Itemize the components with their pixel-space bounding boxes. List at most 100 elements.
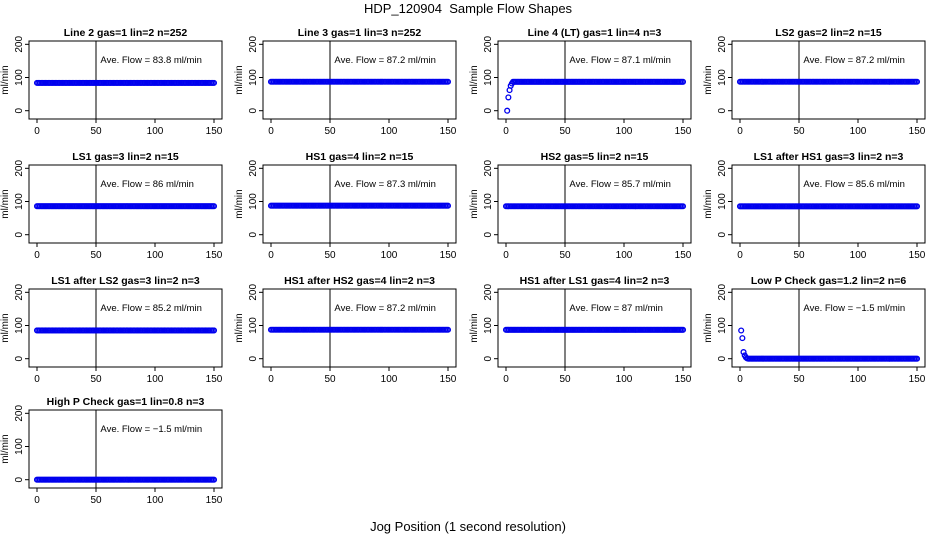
average-flow-annotation: Ave. Flow = 87.2 ml/min: [334, 303, 435, 314]
y-tick-label: 200: [483, 160, 494, 177]
y-axis-label: ml/min: [0, 189, 11, 218]
data-point: [444, 78, 452, 85]
x-tick-label: 150: [440, 250, 457, 261]
x-tick-label: 50: [324, 126, 336, 137]
plot-frame: [28, 288, 223, 368]
x-tick-label: 50: [324, 250, 336, 261]
x-tick-label: 100: [616, 250, 633, 261]
panel-title: HS1 gas=4 lin=2 n=15: [306, 151, 414, 163]
x-tick-label: 0: [503, 374, 509, 385]
average-flow-annotation: Ave. Flow = −1.5 ml/min: [100, 424, 202, 435]
x-tick-label: 0: [503, 250, 509, 261]
x-tick-label: 0: [34, 250, 40, 261]
plot-frame: [262, 288, 457, 368]
x-tick-label: 150: [909, 250, 926, 261]
plot-frame: [262, 164, 457, 244]
x-tick-label: 0: [737, 250, 743, 261]
x-tick-label: 50: [90, 126, 102, 137]
average-flow-annotation: Ave. Flow = 86 ml/min: [100, 179, 194, 190]
data-point: [738, 327, 745, 334]
x-tick-label: 150: [440, 126, 457, 137]
average-flow-annotation: Ave. Flow = 87.2 ml/min: [803, 55, 904, 66]
y-axis-label: ml/min: [234, 189, 245, 218]
plot-frame: [731, 288, 926, 368]
panel-title: Line 2 gas=1 lin=2 n=252: [64, 27, 188, 39]
y-tick-label: 0: [483, 107, 494, 113]
y-axis-label: ml/min: [0, 65, 11, 94]
data-point: [913, 78, 921, 85]
x-axis-caption: Jog Position (1 second resolution): [370, 519, 566, 534]
y-axis-label: ml/min: [703, 189, 714, 218]
data-point: [210, 476, 218, 483]
panel-title: HS2 gas=5 lin=2 n=15: [541, 151, 649, 163]
y-tick-label: 200: [248, 160, 259, 177]
y-tick-label: 200: [717, 36, 728, 53]
y-tick-label: 100: [717, 193, 728, 210]
plot-panel: HS1 after HS2 gas=4 lin=2 n=3 0 50 100 150 0 1…: [234, 275, 457, 385]
y-axis-label: ml/min: [703, 65, 714, 94]
y-tick-label: 200: [248, 284, 259, 301]
average-flow-annotation: Ave. Flow = 87.2 ml/min: [334, 55, 435, 66]
x-tick-label: 150: [909, 374, 926, 385]
x-tick-label: 100: [381, 126, 398, 137]
y-tick-label: 0: [717, 355, 728, 361]
plot-frame: [28, 40, 223, 120]
average-flow-annotation: Ave. Flow = 87.1 ml/min: [569, 55, 670, 66]
data-point: [913, 203, 921, 210]
y-tick-label: 100: [14, 193, 25, 210]
data-point: [739, 335, 746, 342]
plot-frame: [28, 164, 223, 244]
y-tick-label: 200: [14, 160, 25, 177]
y-tick-label: 0: [14, 355, 25, 361]
average-flow-annotation: Ave. Flow = 85.2 ml/min: [100, 303, 201, 314]
y-tick-label: 200: [14, 36, 25, 53]
page-title: HDP_120904 Sample Flow Shapes: [363, 1, 573, 16]
panel-title: Line 4 (LT) gas=1 lin=4 n=3: [528, 27, 662, 39]
y-tick-label: 0: [14, 476, 25, 482]
plot-frame: [28, 409, 223, 489]
x-tick-label: 100: [147, 495, 164, 506]
x-tick-label: 0: [268, 374, 274, 385]
y-tick-label: 200: [14, 405, 25, 422]
y-tick-label: 100: [248, 317, 259, 334]
y-tick-label: 0: [14, 231, 25, 237]
x-tick-label: 50: [90, 495, 102, 506]
y-axis-label: ml/min: [0, 313, 11, 342]
x-tick-label: 100: [850, 126, 867, 137]
y-axis-label: ml/min: [234, 65, 245, 94]
y-tick-label: 0: [717, 107, 728, 113]
x-tick-label: 150: [909, 126, 926, 137]
x-tick-label: 50: [559, 250, 571, 261]
data-point: [210, 327, 218, 334]
data-point: [444, 326, 452, 333]
y-axis-label: ml/min: [234, 313, 245, 342]
data-point: [505, 94, 512, 101]
x-tick-label: 0: [34, 126, 40, 137]
panel-title: LS1 after LS2 gas=3 lin=2 n=3: [51, 275, 200, 287]
x-tick-label: 0: [268, 250, 274, 261]
x-tick-label: 100: [850, 374, 867, 385]
average-flow-annotation: Ave. Flow = −1.5 ml/min: [803, 303, 905, 314]
x-tick-label: 150: [440, 374, 457, 385]
y-tick-label: 0: [483, 355, 494, 361]
plot-panel: LS1 after LS2 gas=3 lin=2 n=3 0 50 100 150 0 1…: [0, 275, 223, 385]
x-tick-label: 0: [34, 495, 40, 506]
panel-title: Low P Check gas=1.2 lin=2 n=6: [751, 275, 906, 287]
y-tick-label: 200: [483, 284, 494, 301]
y-axis-label: ml/min: [703, 313, 714, 342]
y-axis-label: ml/min: [469, 189, 480, 218]
y-tick-label: 200: [717, 284, 728, 301]
average-flow-annotation: Ave. Flow = 87 ml/min: [569, 303, 663, 314]
y-tick-label: 0: [483, 231, 494, 237]
plot-panel: LS1 gas=3 lin=2 n=15 0 50 100 150 0 100 200 ml/m…: [0, 151, 223, 261]
data-point: [504, 107, 511, 114]
x-tick-label: 50: [793, 374, 805, 385]
x-tick-label: 50: [793, 126, 805, 137]
data-point: [679, 78, 687, 85]
plot-panel: HS1 after LS1 gas=4 lin=2 n=3 0 50 100 150 0 1…: [469, 275, 692, 385]
data-point: [913, 355, 921, 362]
y-tick-label: 100: [483, 69, 494, 86]
y-axis-label: ml/min: [0, 434, 11, 463]
panel-title: High P Check gas=1 lin=0.8 n=3: [47, 396, 205, 408]
